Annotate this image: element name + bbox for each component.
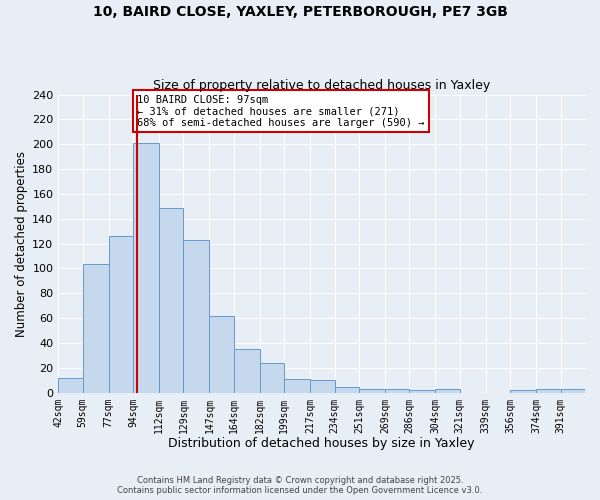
Bar [260,363,284,392]
Bar [310,380,335,392]
Bar [510,390,536,392]
Text: 10, BAIRD CLOSE, YAXLEY, PETERBOROUGH, PE7 3GB: 10, BAIRD CLOSE, YAXLEY, PETERBOROUGH, P… [92,5,508,19]
Bar [234,349,260,393]
Bar [133,143,159,392]
Bar [159,208,184,392]
Title: Size of property relative to detached houses in Yaxley: Size of property relative to detached ho… [153,79,490,92]
Bar [284,379,310,392]
Bar [359,389,385,392]
Bar [409,390,436,392]
Bar [109,236,133,392]
Bar [209,316,234,392]
Bar [536,389,560,392]
Text: 10 BAIRD CLOSE: 97sqm
← 31% of detached houses are smaller (271)
68% of semi-det: 10 BAIRD CLOSE: 97sqm ← 31% of detached … [137,94,425,128]
Bar [83,264,109,392]
X-axis label: Distribution of detached houses by size in Yaxley: Distribution of detached houses by size … [169,437,475,450]
Bar [560,389,585,392]
Bar [385,389,409,392]
Y-axis label: Number of detached properties: Number of detached properties [15,150,28,336]
Text: Contains HM Land Registry data © Crown copyright and database right 2025.
Contai: Contains HM Land Registry data © Crown c… [118,476,482,495]
Bar [436,389,460,392]
Bar [335,386,359,392]
Bar [58,378,83,392]
Bar [184,240,209,392]
